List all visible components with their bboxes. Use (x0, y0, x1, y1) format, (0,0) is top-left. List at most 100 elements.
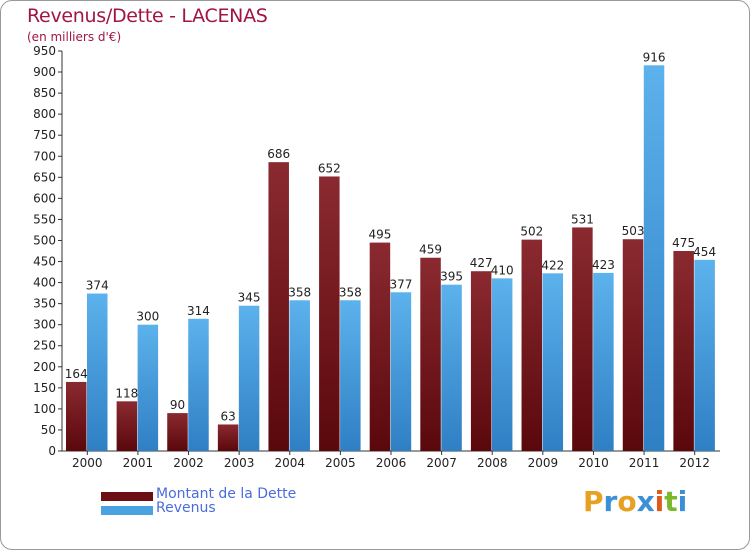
chart-title: Revenus/Dette - LACENAS (27, 5, 268, 27)
bar-debt (673, 251, 694, 451)
bar-revenue (694, 259, 715, 451)
bar-debt (420, 257, 441, 451)
data-label-revenue: 395 (440, 270, 463, 284)
data-label-revenue: 423 (592, 258, 615, 272)
bar-debt (268, 162, 289, 451)
bar-debt (217, 424, 239, 451)
data-label-debt: 652 (318, 161, 341, 175)
y-tick-label: 100 (33, 402, 56, 416)
data-label-revenue: 377 (389, 277, 412, 291)
bar-revenue (542, 273, 564, 451)
data-label-revenue: 410 (491, 263, 514, 277)
bar-revenue (593, 272, 614, 451)
y-tick-label: 50 (41, 423, 56, 437)
proxiti-logo: Proxiti (583, 485, 687, 518)
logo-letter: i (654, 485, 665, 518)
y-tick-label: 550 (33, 212, 56, 226)
bar-debt (622, 239, 644, 451)
y-tick-label: 850 (33, 86, 56, 100)
legend-label-revenue: Revenus (156, 500, 216, 516)
y-tick-label: 0 (48, 444, 56, 458)
y-tick-label: 350 (33, 297, 56, 311)
data-label-debt: 427 (470, 256, 493, 270)
y-tick-label: 750 (33, 128, 56, 142)
data-label-debt: 475 (672, 236, 695, 250)
x-tick-label: 2006 (376, 456, 407, 470)
bar-revenue (491, 278, 513, 451)
data-label-debt: 118 (115, 386, 138, 400)
y-tick-label: 650 (33, 170, 56, 184)
y-tick-label: 400 (33, 276, 56, 290)
x-tick-label: 2012 (679, 456, 710, 470)
bar-debt (572, 227, 593, 451)
data-label-debt: 503 (622, 224, 645, 238)
bar-revenue (137, 324, 159, 451)
x-tick-label: 2001 (123, 456, 154, 470)
x-tick-label: 2009 (528, 456, 559, 470)
bar-revenue (289, 300, 310, 451)
x-tick-label: 2000 (72, 456, 103, 470)
y-tick-label: 800 (33, 107, 56, 121)
chart-subtitle: (en milliers d'€) (27, 30, 122, 44)
bar-revenue (87, 293, 108, 451)
data-label-revenue: 345 (238, 291, 261, 305)
data-label-debt: 164 (65, 367, 88, 381)
legend-swatch-debt (101, 492, 153, 501)
y-tick-label: 450 (33, 255, 56, 269)
bar-debt (521, 239, 543, 451)
bar-debt (167, 413, 188, 451)
bar-revenue (188, 318, 209, 451)
y-tick-label: 500 (33, 233, 56, 247)
data-label-debt: 459 (419, 243, 442, 257)
bar-revenue (643, 65, 665, 451)
data-label-debt: 531 (571, 212, 594, 226)
data-label-revenue: 358 (339, 285, 362, 299)
data-label-debt: 495 (368, 228, 391, 242)
y-tick-label: 300 (33, 318, 56, 332)
data-label-revenue: 916 (643, 50, 666, 64)
logo-letter: r (603, 485, 618, 518)
x-tick-label: 2011 (629, 456, 660, 470)
bar-debt (369, 242, 391, 451)
bars (66, 65, 715, 451)
legend-swatch-revenue (101, 506, 153, 515)
x-tick-label: 2008 (477, 456, 508, 470)
y-tick-label: 700 (33, 149, 56, 163)
bar-revenue (390, 292, 412, 451)
x-tick-label: 2004 (274, 456, 305, 470)
y-tick-label: 600 (33, 191, 56, 205)
logo-letter: x (636, 485, 655, 518)
y-tick-label: 150 (33, 381, 56, 395)
data-labels: 164 374 118 300 90 314 63 345 686 358 652 358 495 377… (65, 50, 716, 423)
y-tick-label: 900 (33, 65, 56, 79)
data-label-revenue: 314 (187, 304, 210, 318)
data-label-debt: 63 (220, 409, 235, 423)
y-tick-label: 200 (33, 360, 56, 374)
logo-letter: t (664, 485, 678, 518)
data-label-revenue: 422 (541, 258, 564, 272)
logo-letter: P (583, 485, 604, 518)
bar-debt (470, 271, 492, 451)
y-tick-label: 250 (33, 339, 56, 353)
y-tick-label: 950 (33, 44, 56, 58)
logo-letter: i (677, 485, 688, 518)
x-tick-label: 2005 (325, 456, 356, 470)
x-tick-label: 2010 (578, 456, 609, 470)
data-label-debt: 686 (267, 147, 290, 161)
data-label-revenue: 374 (86, 279, 109, 293)
x-tick-label: 2003 (224, 456, 255, 470)
data-label-debt: 90 (170, 398, 185, 412)
logo-letter: o (617, 485, 637, 518)
bar-debt (116, 401, 138, 451)
data-label-revenue: 454 (693, 245, 716, 259)
bar-revenue (340, 300, 361, 451)
data-label-debt: 502 (520, 225, 543, 239)
data-label-revenue: 358 (288, 285, 311, 299)
x-tick-label: 2002 (173, 456, 204, 470)
bar-revenue (238, 305, 260, 451)
bar-debt (66, 381, 87, 451)
data-label-revenue: 300 (136, 310, 159, 324)
legend-label-debt: Montant de la Dette (156, 486, 297, 502)
